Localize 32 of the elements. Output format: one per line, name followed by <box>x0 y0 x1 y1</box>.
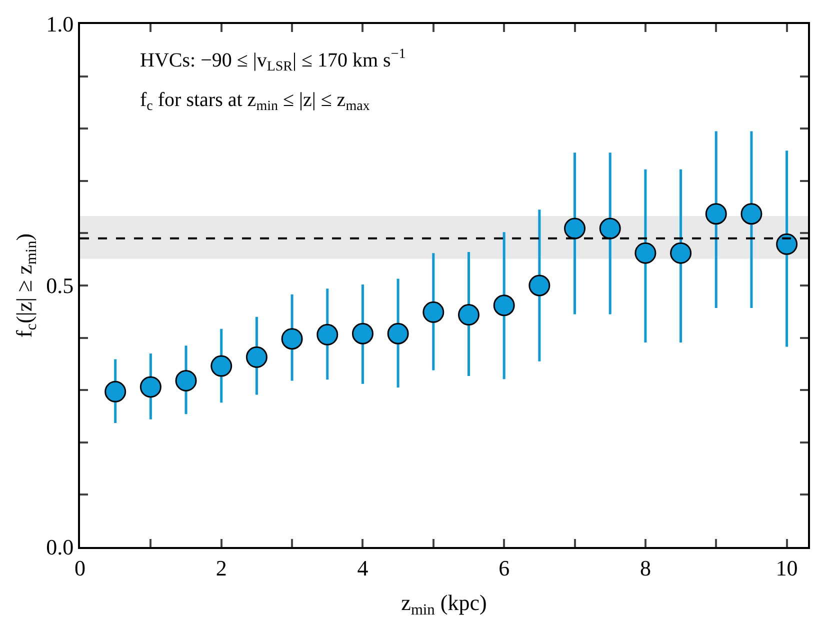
point <box>316 324 338 346</box>
point <box>705 203 727 225</box>
y-tick-label: 1.0 <box>46 12 74 37</box>
point <box>599 218 621 240</box>
point <box>210 355 232 377</box>
point <box>634 242 656 264</box>
x-tick-label: 0 <box>74 555 86 580</box>
point <box>422 301 444 323</box>
x-axis-title: z$_{min}$ (kpc) <box>401 590 487 618</box>
annotation: f$_{c}$ for stars at z$_{min}$ ≤ |z| ≤ z$_{max}$ <box>140 89 370 114</box>
point <box>352 322 374 344</box>
x-tick-label: 8 <box>640 555 651 580</box>
x-tick-label: 10 <box>776 555 798 580</box>
annotation: HVCs: −90 ≤ |v$_{LSR}$| ≤ 170 km s$^{−1}$ <box>140 47 406 75</box>
y-tick-label: 0.5 <box>46 273 74 298</box>
point <box>776 233 798 255</box>
point <box>140 376 162 398</box>
point <box>740 203 762 225</box>
x-tick-label: 4 <box>357 555 368 580</box>
point <box>564 218 586 240</box>
point <box>175 370 197 392</box>
point <box>281 328 303 350</box>
x-tick-label: 2 <box>216 555 227 580</box>
point <box>493 294 515 316</box>
point <box>528 274 550 296</box>
point <box>246 346 268 368</box>
point <box>387 322 409 344</box>
point <box>670 242 692 264</box>
y-tick-label: 0.0 <box>46 534 74 560</box>
point <box>458 304 480 326</box>
point <box>104 380 126 402</box>
x-tick-label: 6 <box>498 555 510 580</box>
